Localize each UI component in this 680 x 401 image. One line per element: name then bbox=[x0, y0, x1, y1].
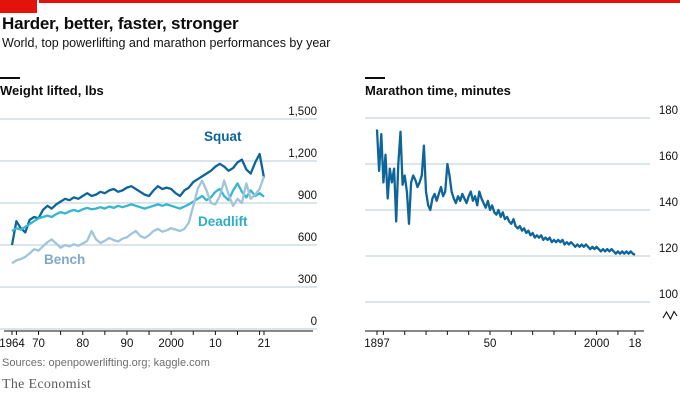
economist-brand: The Economist bbox=[2, 377, 92, 392]
x-tick-label: 90 bbox=[121, 338, 134, 350]
sources-note: Sources: openpowerlifting.org; kaggle.co… bbox=[2, 357, 210, 369]
x-tick-label: 21 bbox=[258, 338, 271, 350]
y-tick-label: 1,500 bbox=[288, 106, 317, 118]
deadlift-line-label: Deadlift bbox=[198, 214, 248, 229]
x-tick-label: 10 bbox=[209, 338, 222, 350]
x-tick-label: 18 bbox=[629, 338, 642, 350]
x-tick-label: 2000 bbox=[158, 338, 184, 350]
squat-line bbox=[10, 152, 266, 246]
marathon-chart: 100 120 140 160 180 1897 50 2000 18 bbox=[364, 105, 678, 350]
right-chart-title: Marathon time, minutes bbox=[365, 83, 511, 98]
right-panel-tick bbox=[365, 77, 385, 79]
powerlifting-chart: 0 300 600 900 1,200 1,500 1964 70 80 90 2000 10 21 bbox=[0, 106, 317, 350]
x-tick-label: 1964 bbox=[0, 338, 25, 350]
x-tick-label: 70 bbox=[32, 338, 45, 350]
left-panel-tick bbox=[0, 77, 20, 79]
y-tick-label: 600 bbox=[298, 232, 317, 244]
page-title: Harder, better, faster, stronger bbox=[2, 14, 239, 33]
page-subtitle: World, top powerlifting and marathon per… bbox=[2, 36, 331, 50]
bench-line-label: Bench bbox=[44, 252, 86, 267]
economist-red-tab bbox=[0, 0, 37, 13]
y-tick-label: 1,200 bbox=[288, 148, 317, 160]
squat-line-label: Squat bbox=[204, 129, 242, 144]
y-tick-label: 160 bbox=[659, 151, 678, 163]
y-tick-label: 120 bbox=[659, 243, 678, 255]
top-red-rule bbox=[39, 0, 680, 3]
x-tick-label: 50 bbox=[484, 338, 497, 350]
y-tick-label: 140 bbox=[659, 197, 678, 209]
y-tick-label: 900 bbox=[298, 190, 317, 202]
axis-break-icon bbox=[662, 310, 678, 321]
left-chart-title: Weight lifted, lbs bbox=[0, 83, 104, 98]
marathon-time-line bbox=[375, 129, 636, 256]
y-tick-label: 180 bbox=[659, 105, 678, 117]
x-tick-label: 2000 bbox=[584, 338, 610, 350]
y-tick-label: 300 bbox=[298, 274, 317, 286]
y-tick-label: 100 bbox=[659, 289, 678, 301]
y-tick-label: 0 bbox=[311, 316, 317, 328]
deadlift-line bbox=[11, 182, 265, 232]
x-tick-label: 80 bbox=[76, 338, 89, 350]
bench-line bbox=[11, 176, 266, 265]
x-tick-label: 1897 bbox=[364, 338, 390, 350]
